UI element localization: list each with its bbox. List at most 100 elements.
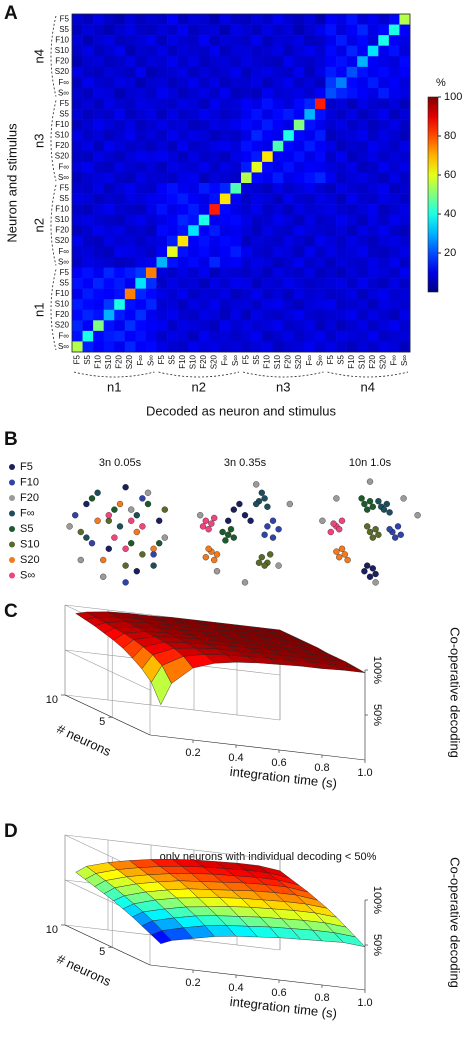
heatmap-cell bbox=[82, 299, 94, 311]
heatmap-cell bbox=[378, 130, 390, 142]
heatmap-cell bbox=[209, 56, 221, 68]
heatmap-cell bbox=[293, 256, 305, 268]
heatmap-cell bbox=[357, 119, 369, 131]
heatmap-cell bbox=[325, 87, 337, 99]
heatmap-cell bbox=[357, 109, 369, 120]
heatmap-cell bbox=[82, 45, 94, 57]
scatter-point bbox=[336, 554, 343, 561]
y-tick-label: F20 bbox=[55, 310, 69, 319]
heatmap-cell bbox=[93, 109, 104, 120]
heatmap-cell bbox=[325, 246, 337, 258]
y-tick-label: F20 bbox=[55, 141, 69, 150]
heatmap-cell bbox=[135, 98, 147, 110]
heatmap-cell bbox=[283, 35, 295, 46]
heatmap-cell bbox=[167, 193, 178, 205]
heatmap-cell bbox=[325, 204, 337, 215]
heatmap-cell bbox=[114, 140, 126, 152]
heatmap-cell bbox=[262, 45, 273, 57]
heatmap-cell bbox=[103, 35, 115, 46]
heatmap-cell bbox=[304, 299, 316, 311]
heatmap-cell bbox=[188, 235, 200, 247]
heatmap-cell bbox=[283, 45, 295, 57]
heatmap-cell bbox=[145, 246, 157, 258]
heatmap-cell bbox=[293, 98, 305, 110]
heatmap-cell bbox=[262, 267, 273, 279]
heatmap-cell bbox=[82, 341, 94, 353]
heatmap-cell bbox=[82, 183, 94, 194]
heatmap-cell bbox=[367, 14, 379, 25]
heatmap-cell bbox=[135, 161, 147, 173]
legend-label: S20 bbox=[20, 554, 40, 566]
heatmap-cell bbox=[325, 56, 337, 68]
heatmap-cell bbox=[262, 14, 273, 25]
heatmap-cell bbox=[82, 267, 94, 279]
heatmap-cell bbox=[325, 183, 337, 194]
heatmap-cell bbox=[198, 87, 210, 99]
heatmap-cell bbox=[357, 278, 369, 289]
scatter-point bbox=[139, 551, 146, 558]
heatmap-cell bbox=[156, 77, 168, 89]
x-tick-label: F5 bbox=[326, 354, 335, 364]
scatter-point bbox=[253, 500, 260, 508]
y-tick-label: S5 bbox=[59, 194, 69, 203]
heatmap-cell bbox=[145, 109, 157, 120]
heatmap-cell bbox=[82, 66, 94, 78]
heatmap-cell bbox=[188, 193, 200, 205]
heatmap-cell bbox=[272, 14, 284, 25]
heatmap-cell bbox=[304, 119, 316, 131]
heatmap-cell bbox=[167, 330, 178, 342]
heatmap-cell bbox=[114, 256, 126, 268]
heatmap-cell bbox=[167, 140, 178, 152]
heatmap-cell bbox=[367, 45, 379, 57]
heatmap-cell bbox=[219, 14, 231, 25]
heatmap-cell bbox=[388, 183, 400, 194]
heatmap-cell bbox=[156, 45, 168, 57]
heatmap-cell bbox=[336, 267, 347, 279]
heatmap-cell bbox=[378, 309, 390, 321]
heatmap-cell bbox=[124, 98, 136, 110]
heatmap-cell bbox=[230, 14, 242, 25]
heatmap-cell bbox=[72, 183, 83, 194]
heatmap-cell bbox=[72, 119, 83, 131]
x-tick-label: S5 bbox=[167, 354, 176, 364]
heatmap-cell bbox=[135, 130, 147, 142]
scatter-point bbox=[144, 500, 152, 508]
heatmap-cell bbox=[251, 204, 263, 215]
heatmap-cell bbox=[346, 183, 358, 194]
x-tick-label: 0.8 bbox=[314, 762, 329, 774]
scatter-point bbox=[361, 500, 368, 508]
heatmap-cell bbox=[399, 14, 411, 25]
z-axis-label: Co-operative decoding bbox=[448, 857, 463, 988]
heatmap-cell bbox=[93, 35, 104, 46]
heatmap-cell bbox=[167, 246, 178, 258]
heatmap-cell bbox=[177, 77, 189, 89]
scatter-point bbox=[400, 495, 407, 502]
heatmap-cell bbox=[93, 193, 104, 205]
heatmap-cell bbox=[72, 288, 83, 300]
heatmap-cell bbox=[357, 24, 369, 36]
legend-swatch bbox=[9, 541, 15, 548]
heatmap-cell bbox=[388, 330, 400, 342]
heatmap-cell bbox=[336, 119, 347, 131]
heatmap-cell bbox=[325, 256, 337, 268]
heatmap-cell bbox=[230, 320, 242, 332]
x-tick-label: S10 bbox=[189, 354, 198, 369]
heatmap-cell bbox=[336, 66, 347, 78]
heatmap-cell bbox=[367, 151, 379, 163]
heatmap-cell bbox=[262, 246, 273, 258]
heatmap-cell bbox=[357, 45, 369, 57]
heatmap-cell bbox=[336, 256, 347, 268]
heatmap-cell bbox=[336, 87, 347, 99]
heatmap-cell bbox=[251, 151, 263, 163]
heatmap-cell bbox=[135, 140, 147, 152]
heatmap-cell bbox=[357, 341, 369, 353]
heatmap-cell bbox=[124, 183, 136, 194]
heatmap-cell bbox=[399, 56, 411, 68]
heatmap-cell bbox=[114, 214, 126, 226]
heatmap-cell bbox=[230, 119, 242, 131]
chart-title: only neurons with individual decoding < … bbox=[160, 851, 377, 863]
heatmap-cell bbox=[177, 278, 189, 289]
heatmap-cell bbox=[188, 341, 200, 353]
scatter-point bbox=[358, 495, 365, 502]
heatmap-cell bbox=[357, 98, 369, 110]
